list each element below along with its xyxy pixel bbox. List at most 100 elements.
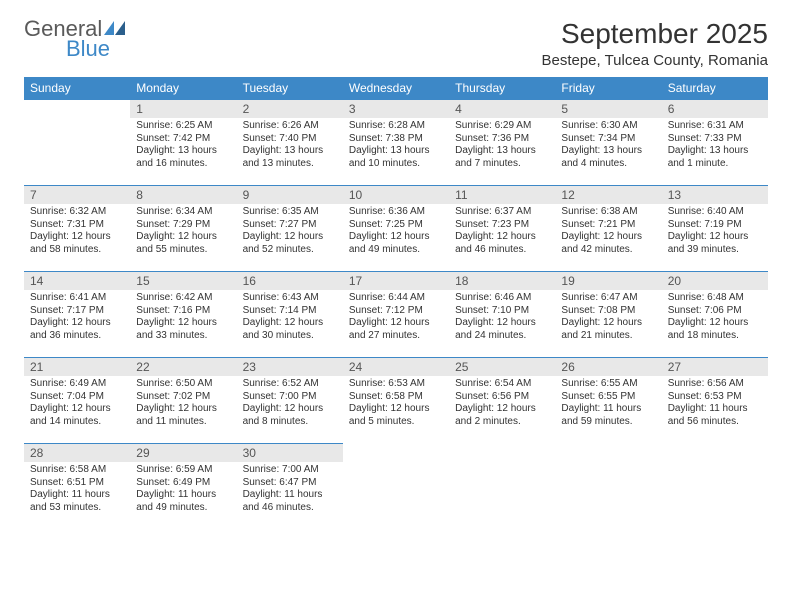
calendar-cell: .. — [24, 100, 130, 186]
col-thursday: Thursday — [449, 77, 555, 100]
day-number: 2 — [237, 100, 343, 118]
day-number: 29 — [130, 444, 236, 462]
day-details: Sunrise: 6:54 AM Sunset: 6:56 PM Dayligh… — [449, 376, 555, 432]
col-wednesday: Wednesday — [343, 77, 449, 100]
calendar-table: Sunday Monday Tuesday Wednesday Thursday… — [24, 77, 768, 530]
calendar-cell: .. — [449, 444, 555, 530]
calendar-cell: 12Sunrise: 6:38 AM Sunset: 7:21 PM Dayli… — [555, 186, 661, 272]
brand-logo: General Blue — [24, 18, 126, 60]
day-details: Sunrise: 6:38 AM Sunset: 7:21 PM Dayligh… — [555, 204, 661, 260]
col-saturday: Saturday — [662, 77, 768, 100]
day-number: 24 — [343, 358, 449, 376]
calendar-cell: .. — [343, 444, 449, 530]
page-subtitle: Bestepe, Tulcea County, Romania — [541, 52, 768, 69]
day-details: Sunrise: 6:42 AM Sunset: 7:16 PM Dayligh… — [130, 290, 236, 346]
day-details: Sunrise: 6:31 AM Sunset: 7:33 PM Dayligh… — [662, 118, 768, 174]
day-number: 7 — [24, 186, 130, 204]
day-details: Sunrise: 6:53 AM Sunset: 6:58 PM Dayligh… — [343, 376, 449, 432]
day-number: 3 — [343, 100, 449, 118]
day-details: Sunrise: 6:28 AM Sunset: 7:38 PM Dayligh… — [343, 118, 449, 174]
day-details: Sunrise: 6:35 AM Sunset: 7:27 PM Dayligh… — [237, 204, 343, 260]
day-details: Sunrise: 6:29 AM Sunset: 7:36 PM Dayligh… — [449, 118, 555, 174]
day-details: Sunrise: 6:46 AM Sunset: 7:10 PM Dayligh… — [449, 290, 555, 346]
day-details: Sunrise: 6:25 AM Sunset: 7:42 PM Dayligh… — [130, 118, 236, 174]
calendar-cell: 26Sunrise: 6:55 AM Sunset: 6:55 PM Dayli… — [555, 358, 661, 444]
day-number: 28 — [24, 444, 130, 462]
day-details: Sunrise: 6:43 AM Sunset: 7:14 PM Dayligh… — [237, 290, 343, 346]
day-number: 4 — [449, 100, 555, 118]
calendar-cell: 8Sunrise: 6:34 AM Sunset: 7:29 PM Daylig… — [130, 186, 236, 272]
day-number: 26 — [555, 358, 661, 376]
day-number: 11 — [449, 186, 555, 204]
day-details: Sunrise: 6:55 AM Sunset: 6:55 PM Dayligh… — [555, 376, 661, 432]
calendar-cell: 20Sunrise: 6:48 AM Sunset: 7:06 PM Dayli… — [662, 272, 768, 358]
day-details: Sunrise: 6:32 AM Sunset: 7:31 PM Dayligh… — [24, 204, 130, 260]
calendar-cell: 3Sunrise: 6:28 AM Sunset: 7:38 PM Daylig… — [343, 100, 449, 186]
calendar-cell: 24Sunrise: 6:53 AM Sunset: 6:58 PM Dayli… — [343, 358, 449, 444]
calendar-cell: 9Sunrise: 6:35 AM Sunset: 7:27 PM Daylig… — [237, 186, 343, 272]
day-details: Sunrise: 6:50 AM Sunset: 7:02 PM Dayligh… — [130, 376, 236, 432]
day-details: Sunrise: 6:34 AM Sunset: 7:29 PM Dayligh… — [130, 204, 236, 260]
day-details: Sunrise: 6:37 AM Sunset: 7:23 PM Dayligh… — [449, 204, 555, 260]
calendar-cell: 4Sunrise: 6:29 AM Sunset: 7:36 PM Daylig… — [449, 100, 555, 186]
weekday-header-row: Sunday Monday Tuesday Wednesday Thursday… — [24, 77, 768, 100]
day-details: Sunrise: 6:40 AM Sunset: 7:19 PM Dayligh… — [662, 204, 768, 260]
col-tuesday: Tuesday — [237, 77, 343, 100]
calendar-cell: 5Sunrise: 6:30 AM Sunset: 7:34 PM Daylig… — [555, 100, 661, 186]
calendar-row: 21Sunrise: 6:49 AM Sunset: 7:04 PM Dayli… — [24, 358, 768, 444]
col-friday: Friday — [555, 77, 661, 100]
calendar-row: 14Sunrise: 6:41 AM Sunset: 7:17 PM Dayli… — [24, 272, 768, 358]
day-number: 8 — [130, 186, 236, 204]
calendar-cell: .. — [662, 444, 768, 530]
calendar-cell: 16Sunrise: 6:43 AM Sunset: 7:14 PM Dayli… — [237, 272, 343, 358]
day-details: Sunrise: 6:26 AM Sunset: 7:40 PM Dayligh… — [237, 118, 343, 174]
calendar-body: ..1Sunrise: 6:25 AM Sunset: 7:42 PM Dayl… — [24, 100, 768, 530]
day-number: 17 — [343, 272, 449, 290]
calendar-cell: 23Sunrise: 6:52 AM Sunset: 7:00 PM Dayli… — [237, 358, 343, 444]
brand-word-blue: Blue — [66, 38, 126, 60]
calendar-cell: .. — [555, 444, 661, 530]
calendar-cell: 10Sunrise: 6:36 AM Sunset: 7:25 PM Dayli… — [343, 186, 449, 272]
day-details: Sunrise: 6:30 AM Sunset: 7:34 PM Dayligh… — [555, 118, 661, 174]
calendar-cell: 14Sunrise: 6:41 AM Sunset: 7:17 PM Dayli… — [24, 272, 130, 358]
day-details: Sunrise: 7:00 AM Sunset: 6:47 PM Dayligh… — [237, 462, 343, 518]
page-title: September 2025 — [541, 18, 768, 50]
calendar-row: 7Sunrise: 6:32 AM Sunset: 7:31 PM Daylig… — [24, 186, 768, 272]
calendar-row: 28Sunrise: 6:58 AM Sunset: 6:51 PM Dayli… — [24, 444, 768, 530]
calendar-cell: 28Sunrise: 6:58 AM Sunset: 6:51 PM Dayli… — [24, 444, 130, 530]
day-number: 12 — [555, 186, 661, 204]
day-details: Sunrise: 6:41 AM Sunset: 7:17 PM Dayligh… — [24, 290, 130, 346]
calendar-cell: 27Sunrise: 6:56 AM Sunset: 6:53 PM Dayli… — [662, 358, 768, 444]
day-details: Sunrise: 6:59 AM Sunset: 6:49 PM Dayligh… — [130, 462, 236, 518]
day-number: 19 — [555, 272, 661, 290]
day-number: 16 — [237, 272, 343, 290]
calendar-cell: 30Sunrise: 7:00 AM Sunset: 6:47 PM Dayli… — [237, 444, 343, 530]
day-number: 23 — [237, 358, 343, 376]
day-number: 13 — [662, 186, 768, 204]
day-details: Sunrise: 6:52 AM Sunset: 7:00 PM Dayligh… — [237, 376, 343, 432]
day-number: 22 — [130, 358, 236, 376]
calendar-cell: 13Sunrise: 6:40 AM Sunset: 7:19 PM Dayli… — [662, 186, 768, 272]
day-number: 27 — [662, 358, 768, 376]
day-number: 15 — [130, 272, 236, 290]
calendar-cell: 18Sunrise: 6:46 AM Sunset: 7:10 PM Dayli… — [449, 272, 555, 358]
calendar-cell: 29Sunrise: 6:59 AM Sunset: 6:49 PM Dayli… — [130, 444, 236, 530]
calendar-cell: 11Sunrise: 6:37 AM Sunset: 7:23 PM Dayli… — [449, 186, 555, 272]
day-number: 9 — [237, 186, 343, 204]
day-details: Sunrise: 6:49 AM Sunset: 7:04 PM Dayligh… — [24, 376, 130, 432]
col-monday: Monday — [130, 77, 236, 100]
day-number: 14 — [24, 272, 130, 290]
calendar-cell: 1Sunrise: 6:25 AM Sunset: 7:42 PM Daylig… — [130, 100, 236, 186]
title-block: September 2025 Bestepe, Tulcea County, R… — [541, 18, 768, 69]
calendar-row: ..1Sunrise: 6:25 AM Sunset: 7:42 PM Dayl… — [24, 100, 768, 186]
day-details: Sunrise: 6:58 AM Sunset: 6:51 PM Dayligh… — [24, 462, 130, 518]
day-details: Sunrise: 6:44 AM Sunset: 7:12 PM Dayligh… — [343, 290, 449, 346]
calendar-cell: 22Sunrise: 6:50 AM Sunset: 7:02 PM Dayli… — [130, 358, 236, 444]
day-details: Sunrise: 6:48 AM Sunset: 7:06 PM Dayligh… — [662, 290, 768, 346]
day-number: 5 — [555, 100, 661, 118]
day-number: 18 — [449, 272, 555, 290]
day-details: Sunrise: 6:36 AM Sunset: 7:25 PM Dayligh… — [343, 204, 449, 260]
brand-flag-icon — [104, 21, 126, 37]
calendar-cell: 25Sunrise: 6:54 AM Sunset: 6:56 PM Dayli… — [449, 358, 555, 444]
calendar-cell: 19Sunrise: 6:47 AM Sunset: 7:08 PM Dayli… — [555, 272, 661, 358]
